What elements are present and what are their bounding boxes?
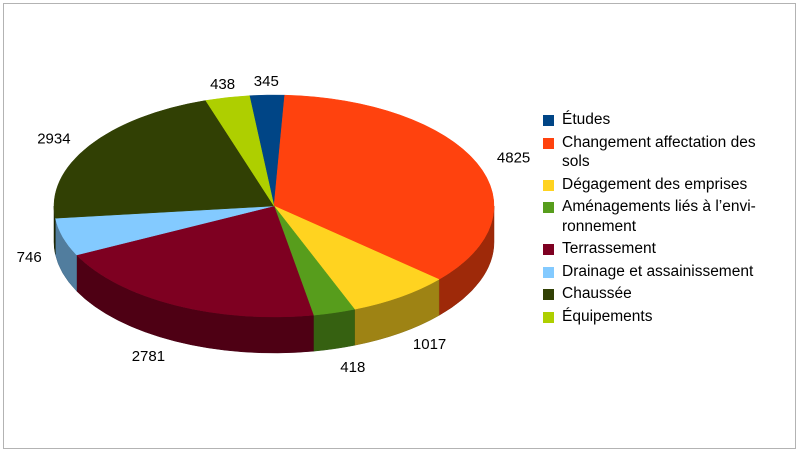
legend-item-terrassement: Terrassement xyxy=(543,239,793,259)
pie-slice xyxy=(76,205,314,318)
legend-item-chaussee: Chaussée xyxy=(543,284,793,304)
legend-label: Terrassement xyxy=(562,240,656,257)
legend-swatch xyxy=(543,202,554,213)
pie-top-faces xyxy=(53,94,495,318)
legend-swatch xyxy=(543,311,554,323)
legend-item-changement-affectation: Changement affectation des sols xyxy=(543,133,783,172)
pie-slice xyxy=(53,100,275,219)
legend-item-amenagements: Aménagements liés à l’envi-ronnement xyxy=(543,197,783,236)
legend-label: Aménagements liés à l’envi-ronnement xyxy=(562,198,756,235)
data-label: 345 xyxy=(254,73,279,90)
legend-label: Changement affectation des sols xyxy=(562,133,756,171)
legend-swatch xyxy=(543,115,554,126)
chart-legend: Études Changement affectation des sols D… xyxy=(543,110,793,329)
legend-swatch xyxy=(543,137,554,149)
pie-slice xyxy=(273,94,495,280)
data-label: 2781 xyxy=(132,348,165,365)
legend-label: Chaussée xyxy=(562,285,632,302)
legend-label: Drainage et assainissement xyxy=(562,262,754,280)
data-label: 2934 xyxy=(37,130,70,147)
legend-label: Études xyxy=(562,111,611,128)
legend-item-equipements: Équipements xyxy=(543,307,793,327)
data-label: 746 xyxy=(17,249,42,266)
data-label: 4825 xyxy=(497,149,530,166)
legend-swatch xyxy=(543,266,554,278)
pie-slice xyxy=(273,205,440,310)
pie-data-labels: 345 4825 1017 418 2781 746 2934 438 xyxy=(17,73,531,376)
pie-slice-side xyxy=(313,308,355,352)
data-label: 418 xyxy=(340,359,365,376)
pie-slice xyxy=(205,95,275,207)
legend-swatch xyxy=(543,179,554,191)
legend-item-drainage: Drainage et assainissement xyxy=(543,262,793,282)
legend-swatch xyxy=(543,244,554,255)
legend-label: Équipements xyxy=(562,307,653,325)
legend-item-etudes: Études xyxy=(543,110,793,130)
legend-label: Dégagement des emprises xyxy=(562,175,748,193)
data-label: 438 xyxy=(210,76,235,93)
legend-swatch xyxy=(543,289,554,300)
data-label: 1017 xyxy=(413,336,446,353)
legend-item-degagement: Dégagement des emprises xyxy=(543,175,793,195)
